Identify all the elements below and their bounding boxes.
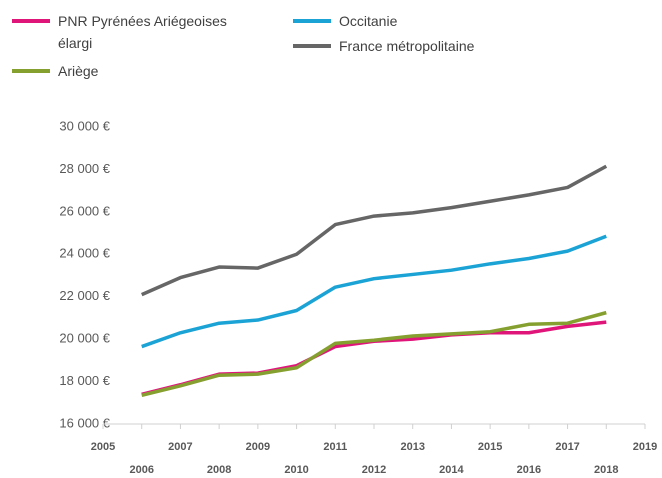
y-tick-label: 24 000 €	[59, 246, 110, 261]
x-tick-label: 2009	[246, 441, 270, 453]
series-line	[141, 164, 608, 297]
x-tick-label: 2010	[284, 464, 308, 476]
legend-label: Occitanie	[339, 13, 398, 29]
legend-label: France métropolitaine	[339, 38, 475, 54]
legend-item: Ariège	[12, 60, 212, 82]
y-tick-label: 22 000 €	[59, 288, 110, 303]
x-tick-label: 2017	[555, 441, 579, 453]
legend-swatch	[12, 69, 50, 73]
x-tick-label: 2016	[517, 464, 541, 476]
x-tick-label: 2007	[168, 441, 192, 453]
x-tick-label: 2014	[439, 464, 464, 476]
y-tick-label: 16 000 €	[59, 415, 110, 430]
series-line	[141, 310, 607, 398]
legend-item: France métropolitaine	[293, 35, 533, 57]
x-tick-label: 2012	[362, 464, 386, 476]
x-tick-label: 2005	[91, 441, 115, 453]
legend-swatch	[12, 19, 50, 23]
legend-item: Occitanie	[293, 10, 493, 32]
x-tick-label: 2015	[478, 441, 502, 453]
x-tick-label: 2008	[207, 464, 231, 476]
legend-label: Ariège	[58, 63, 99, 79]
x-tick-label: 2013	[400, 441, 424, 453]
series-line	[141, 234, 607, 349]
y-tick-label: 20 000 €	[59, 331, 110, 346]
series-line	[141, 320, 607, 396]
legend-swatch	[293, 44, 331, 48]
legend-item: PNR Pyrénées Ariégeoises élargi	[12, 10, 237, 54]
x-tick-label: 2018	[594, 464, 618, 476]
y-tick-label: 30 000 €	[59, 118, 110, 133]
y-tick-label: 18 000 €	[59, 373, 110, 388]
x-tick-label: 2006	[129, 464, 153, 476]
x-tick-label: 2011	[323, 441, 347, 453]
x-tick-label: 2019	[633, 441, 657, 453]
legend-swatch	[293, 19, 331, 23]
y-tick-label: 26 000 €	[59, 203, 110, 218]
legend-label: PNR Pyrénées Ariégeoises élargi	[58, 13, 227, 51]
y-tick-label: 28 000 €	[59, 161, 110, 176]
